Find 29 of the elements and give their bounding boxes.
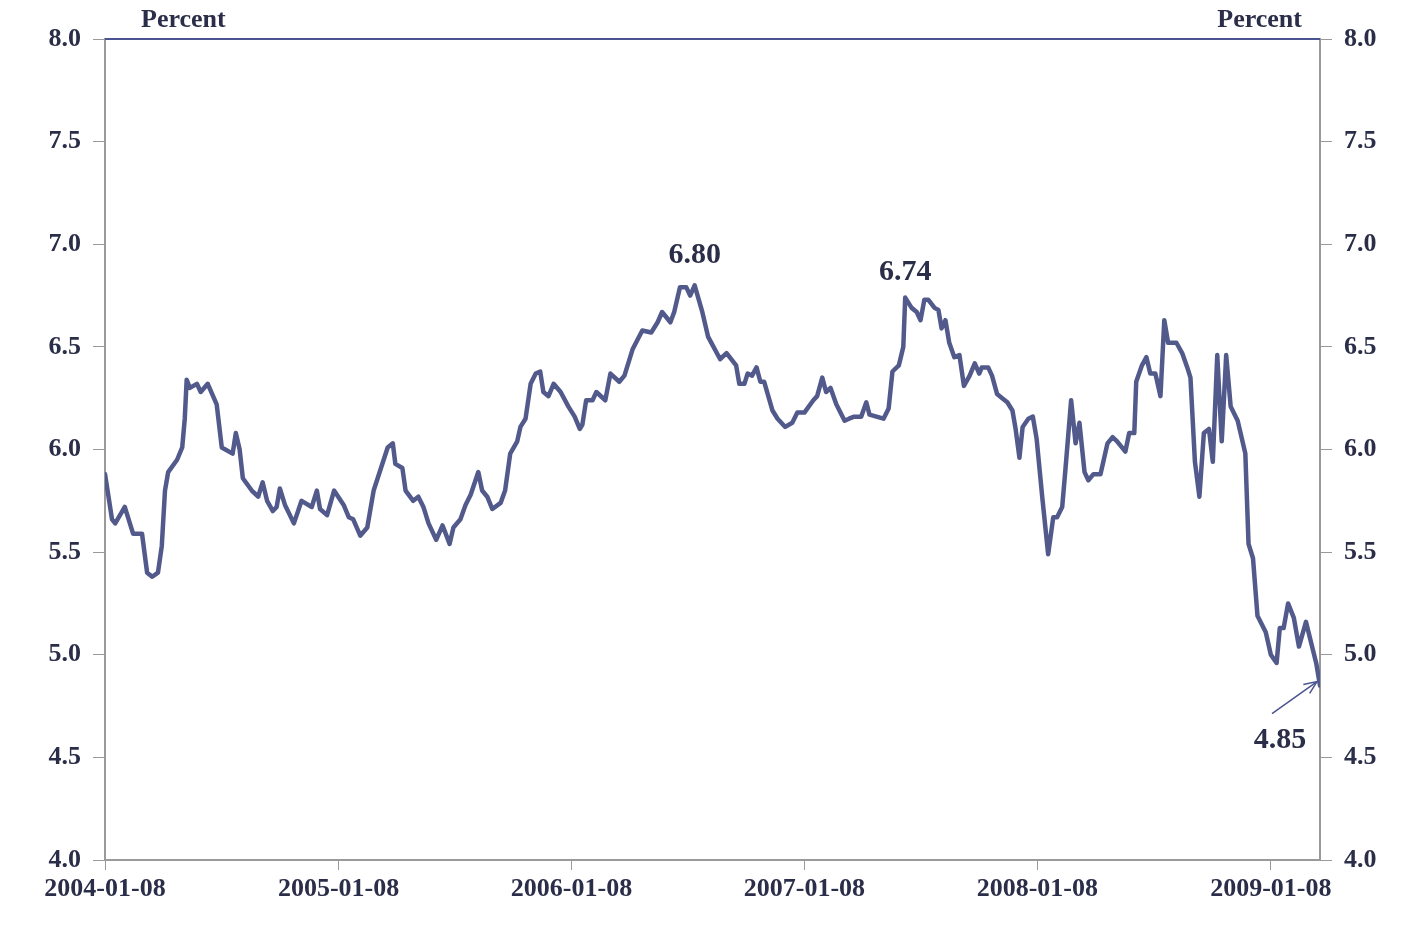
annotation: 6.80: [668, 236, 721, 270]
y2-tick-label: 4.0: [1344, 843, 1377, 873]
x-tick-label: 2009-01-08: [1210, 873, 1332, 903]
y2-tick-label: 6.5: [1344, 330, 1377, 360]
x-tick-label: 2006-01-08: [510, 873, 633, 903]
y-tick-label: 7.5: [48, 125, 81, 155]
y2-tick-label: 6.0: [1344, 433, 1377, 463]
y-tick-label: 5.5: [48, 535, 81, 565]
y2-axis-title: Percent: [1217, 3, 1303, 33]
x-tick-label: 2004-01-08: [44, 873, 166, 903]
y2-tick-label: 5.0: [1344, 638, 1377, 668]
x-tick-label: 2008-01-08: [976, 873, 1098, 903]
annotation: 6.74: [878, 252, 932, 286]
y-tick-label: 8.0: [48, 22, 81, 52]
x-tick-label: 2007-01-08: [743, 873, 866, 903]
y2-tick-label: 8.0: [1344, 22, 1377, 52]
y-tick-label: 7.0: [48, 227, 81, 257]
y2-tick-label: 7.5: [1344, 125, 1377, 155]
y-tick-label: 4.5: [48, 741, 81, 771]
y2-tick-label: 4.5: [1344, 741, 1377, 771]
y-axis-title: Percent: [141, 3, 227, 33]
y-tick-label: 6.5: [48, 330, 81, 360]
y2-tick-label: 7.0: [1344, 227, 1377, 257]
y-tick-label: 5.0: [48, 638, 81, 668]
y-tick-label: 6.0: [48, 433, 81, 463]
annotation: 4.85: [1253, 720, 1307, 754]
x-tick-label: 2005-01-08: [277, 873, 400, 903]
y2-tick-label: 5.5: [1344, 535, 1377, 565]
y-tick-label: 4.0: [48, 843, 81, 873]
